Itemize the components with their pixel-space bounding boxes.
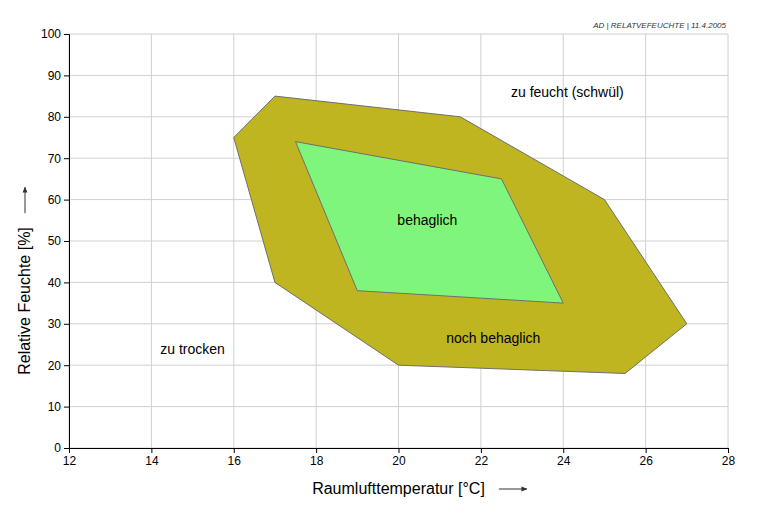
y-tick-label: 100 — [41, 27, 61, 41]
annotation: noch behaglich — [446, 330, 540, 346]
y-tick-mark — [64, 75, 69, 76]
region — [296, 142, 564, 303]
x-tick: 14 — [145, 448, 159, 468]
y-tick: 100 — [41, 27, 69, 41]
y-tick-label: 20 — [48, 359, 62, 373]
x-tick: 20 — [392, 448, 406, 468]
y-tick-label: 70 — [48, 152, 62, 166]
x-axis-arrow — [499, 489, 527, 490]
annotation: zu trocken — [160, 341, 225, 357]
x-tick-mark — [151, 448, 152, 453]
x-tick-label: 14 — [145, 454, 159, 468]
y-tick-mark — [64, 34, 69, 35]
subtitle: AD | RELATVEFEUCHTE | 11.4.2005 — [592, 21, 726, 30]
y-tick-label: 60 — [48, 193, 62, 207]
plot: 12 14 16 18 20 22 24 26 28 0 10 20 30 40 50 60 70 80 90 100… — [41, 27, 736, 467]
annotations: zu feucht (schwül) behaglich noch behaglic… — [160, 84, 624, 357]
x-tick: 22 — [475, 448, 489, 468]
y-axis-line — [64, 35, 70, 449]
y-tick: 60 — [48, 193, 69, 207]
x-tick-label: 16 — [228, 454, 242, 468]
y-axis: 0 10 20 30 40 50 60 70 80 90 100 — [41, 27, 70, 455]
y-tick-mark — [64, 365, 69, 366]
x-tick-mark — [481, 448, 482, 453]
y-tick-label: 30 — [48, 317, 62, 331]
x-tick-label: 12 — [63, 454, 77, 468]
y-tick-mark — [64, 324, 69, 325]
y-tick-mark — [64, 241, 69, 242]
y-tick: 20 — [48, 359, 69, 373]
x-tick-mark — [316, 448, 317, 453]
x-tick-label: 26 — [639, 454, 653, 468]
x-tick: 12 — [63, 448, 77, 468]
y-tick: 80 — [48, 110, 69, 124]
x-tick: 26 — [639, 448, 653, 468]
x-axis-line — [70, 449, 729, 454]
grid-line-y — [69, 75, 728, 76]
region — [234, 96, 687, 373]
y-tick-label: 90 — [48, 69, 62, 83]
marks — [234, 96, 687, 373]
y-tick-mark — [64, 200, 69, 201]
x-tick-mark — [399, 448, 400, 453]
y-tick-label: 40 — [48, 276, 62, 290]
y-tick: 10 — [48, 400, 69, 414]
y-tick-label: 10 — [48, 400, 62, 414]
x-tick-label: 20 — [392, 454, 406, 468]
x-tick-mark — [646, 448, 647, 453]
x-tick-label: 24 — [557, 454, 571, 468]
y-tick: 50 — [48, 234, 69, 248]
y-tick-label: 0 — [54, 441, 61, 455]
x-tick-label: 22 — [475, 454, 489, 468]
x-tick: 24 — [557, 448, 571, 468]
grid — [69, 34, 728, 448]
y-tick: 0 — [54, 441, 69, 455]
y-tick-mark — [64, 158, 69, 159]
x-tick: 18 — [310, 448, 324, 468]
y-axis-title: Relative Feuchte [%] — [16, 227, 33, 375]
y-tick-mark — [64, 407, 69, 408]
x-tick-mark — [563, 448, 564, 453]
y-tick: 90 — [48, 69, 69, 83]
y-tick: 30 — [48, 317, 69, 331]
x-tick: 16 — [228, 448, 242, 468]
y-tick: 70 — [48, 152, 69, 166]
y-tick-mark — [64, 282, 69, 283]
grid-line-y — [69, 34, 728, 35]
grid-line-y — [69, 406, 728, 407]
y-tick: 40 — [48, 276, 69, 290]
x-axis-title: Raumlufttemperatur [°C] — [312, 480, 485, 497]
chart: 12 14 16 18 20 22 24 26 28 0 10 20 30 40 50 60 70 80 90 100… — [0, 0, 760, 528]
y-tick-label: 50 — [48, 234, 62, 248]
x-tick-mark — [728, 448, 729, 453]
y-tick-mark — [64, 117, 69, 118]
x-tick-label: 28 — [722, 454, 736, 468]
y-tick-mark — [64, 448, 69, 449]
x-tick-label: 18 — [310, 454, 324, 468]
annotation: zu feucht (schwül) — [511, 84, 624, 100]
x-axis: 12 14 16 18 20 22 24 26 28 — [63, 448, 736, 468]
x-tick-mark — [234, 448, 235, 453]
annotation: behaglich — [397, 212, 457, 228]
x-tick: 28 — [722, 448, 736, 468]
y-axis-arrow — [25, 187, 26, 213]
y-tick-label: 80 — [48, 110, 62, 124]
